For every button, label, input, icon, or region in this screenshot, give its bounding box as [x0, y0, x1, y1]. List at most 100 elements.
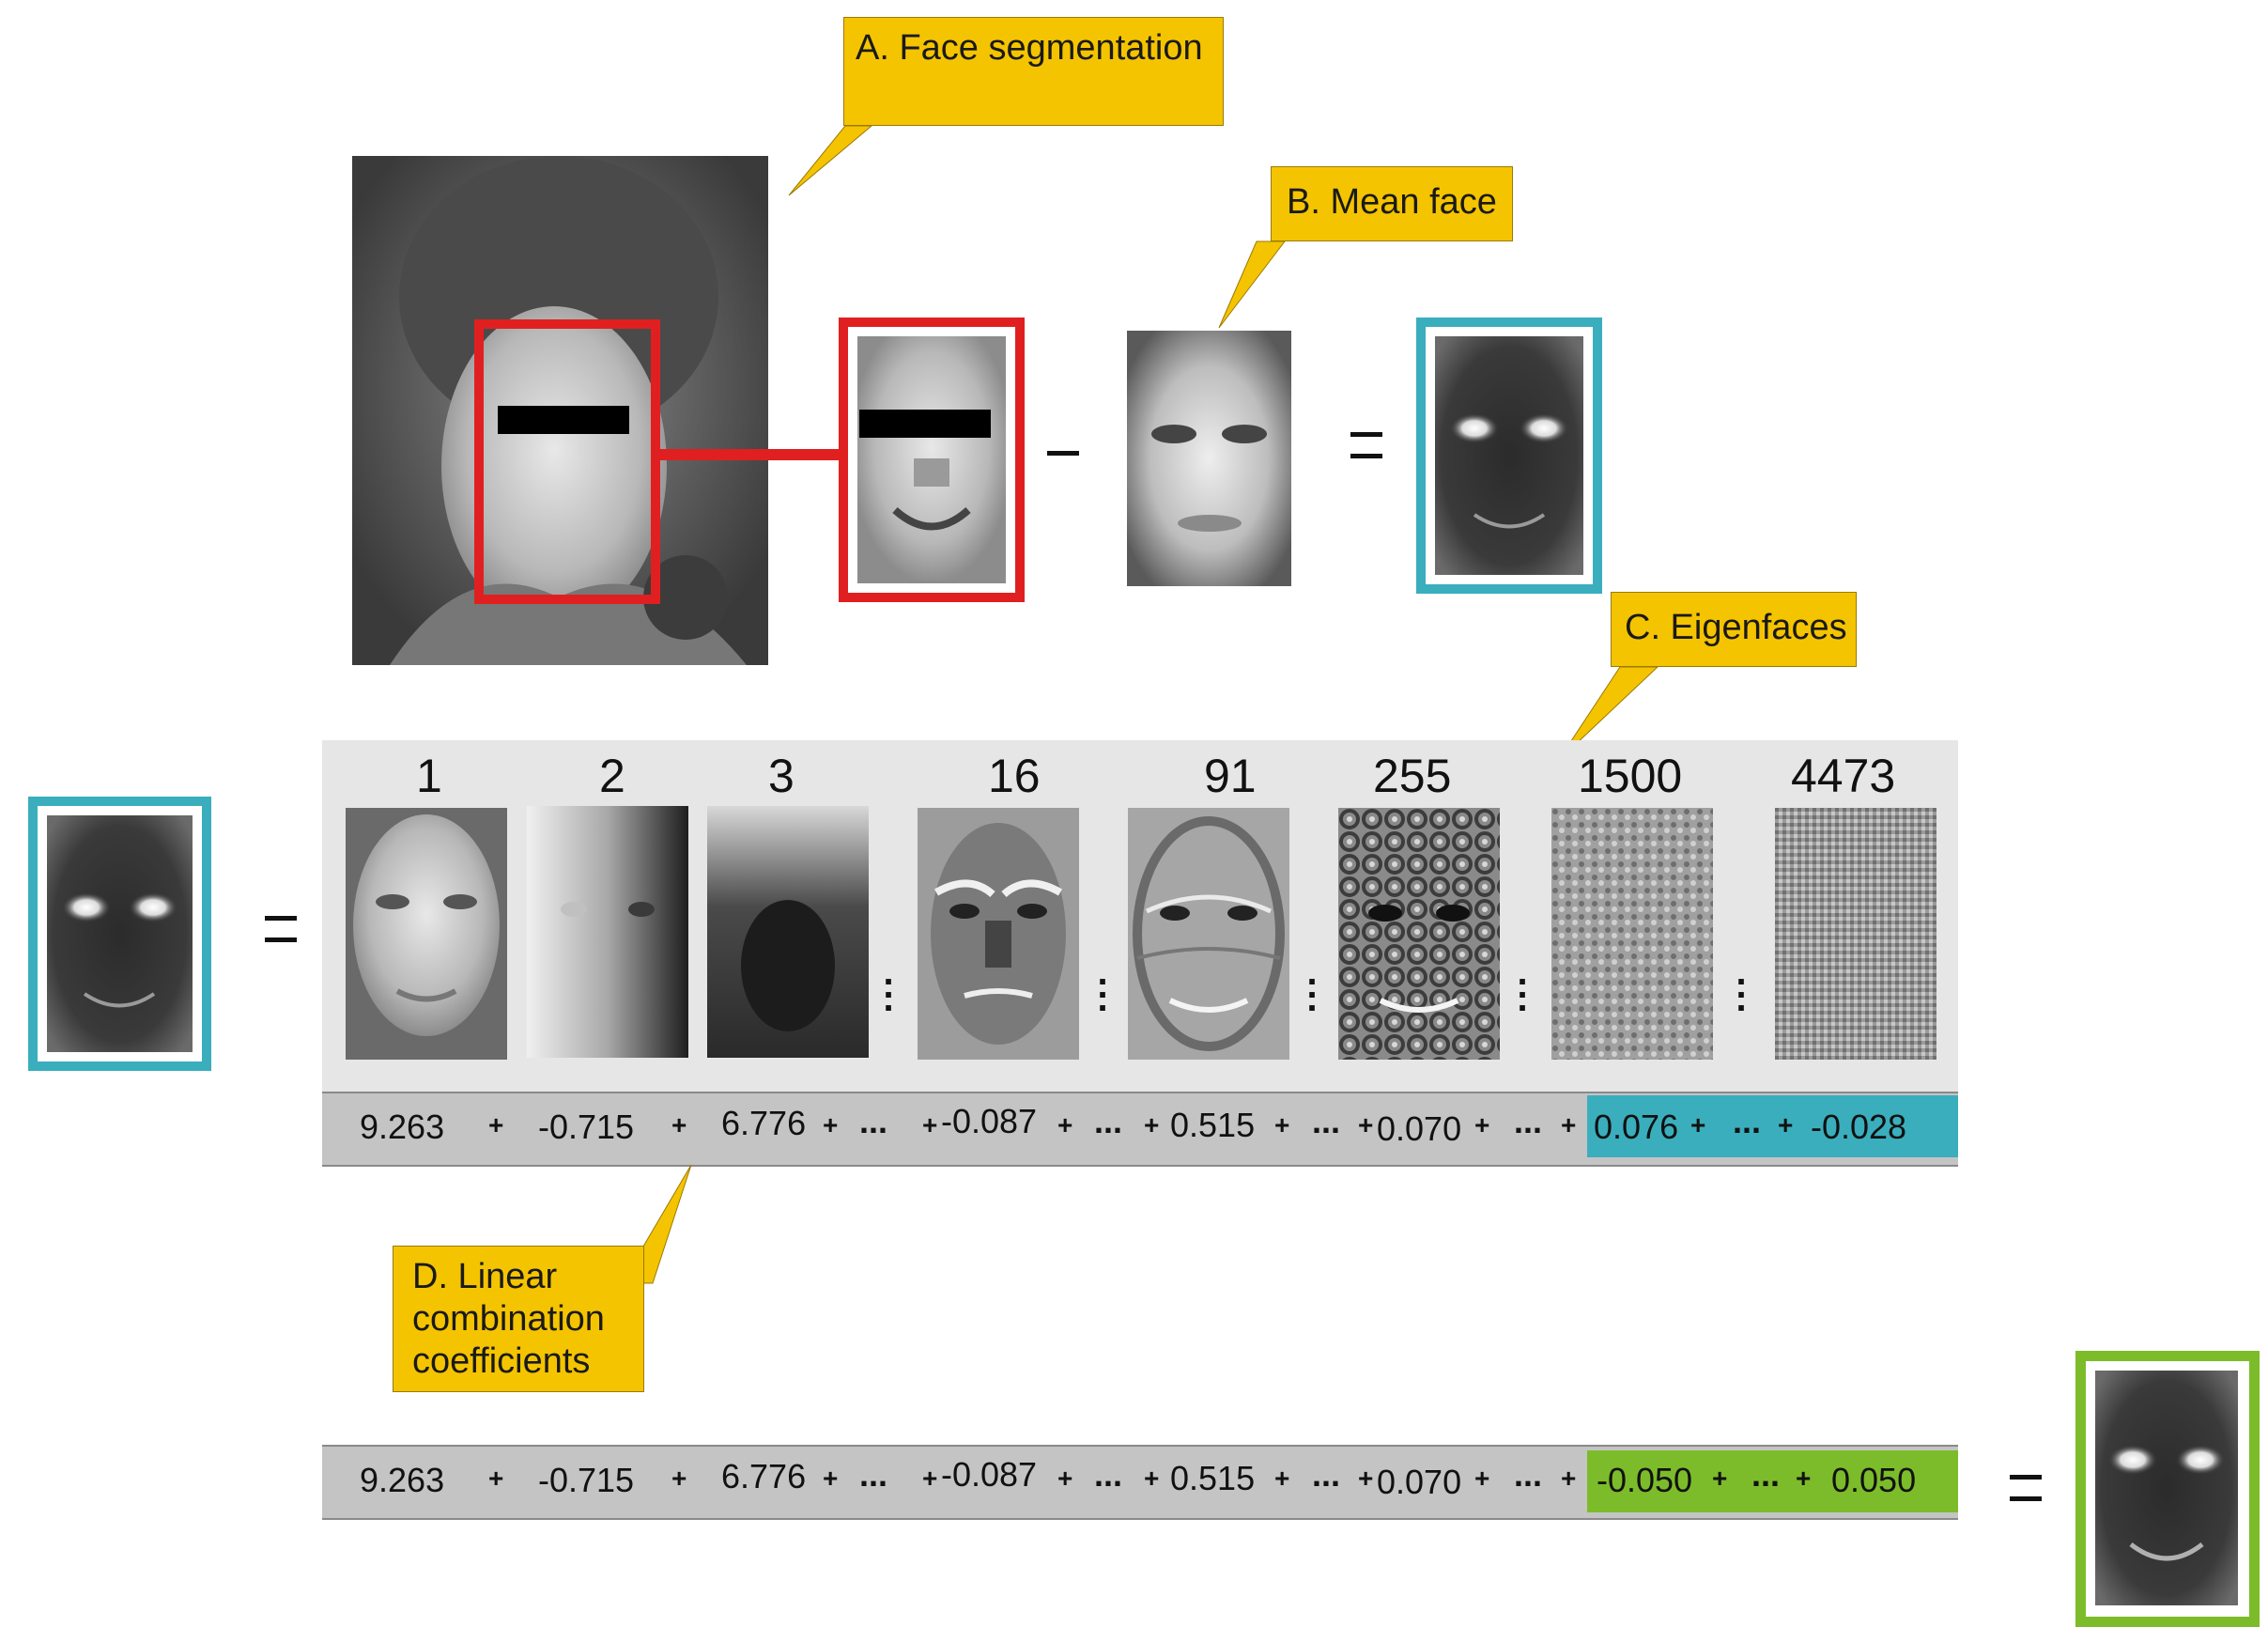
ellipsis-dots: ... — [1097, 952, 1108, 1019]
eigenface-index: 3 — [768, 750, 795, 802]
callout-eigenfaces-pointer — [1557, 666, 1659, 762]
eigenface-index: 1500 — [1578, 750, 1683, 802]
ellipsis: ... — [1751, 1455, 1781, 1494]
callout-mean-face-pointer — [1218, 240, 1287, 329]
plus-sign: + — [1057, 1110, 1073, 1139]
eigenface-image — [1775, 808, 1936, 1060]
coefficient-value: 9.263 — [360, 1461, 445, 1499]
plus-sign: + — [1358, 1110, 1374, 1139]
plus-sign: + — [1796, 1464, 1812, 1493]
eigenface-image — [707, 806, 869, 1058]
privacy-bar — [498, 406, 629, 434]
callout-mean-face-text: B. Mean face — [1287, 182, 1497, 222]
callout-mean-face: B. Mean face — [1271, 166, 1513, 241]
coefficient-value: 6.776 — [721, 1104, 807, 1142]
coefficient-value: -0.087 — [941, 1455, 1038, 1494]
plus-sign: + — [1561, 1464, 1577, 1493]
plus-sign: + — [1358, 1464, 1374, 1493]
callout-face-segmentation: A. Face segmentation — [843, 17, 1224, 126]
ellipsis-dots: ... — [1736, 952, 1747, 1019]
ellipsis: ... — [1514, 1102, 1543, 1140]
ellipsis-dots: ... — [883, 952, 894, 1019]
plus-sign: + — [671, 1464, 687, 1493]
privacy-bar-segmented — [859, 410, 991, 438]
plus-sign: + — [1712, 1464, 1728, 1493]
reconstructed-face — [2095, 1371, 2238, 1605]
eigenface-image — [1338, 808, 1500, 1060]
callout-linear-coefficients-text: D. Linear combination coefficients — [412, 1257, 605, 1381]
segmentation-connector — [655, 449, 840, 460]
ellipsis: ... — [1514, 1455, 1543, 1494]
eigenface-image — [527, 806, 688, 1058]
coefficient-value: 0.076 — [1594, 1108, 1679, 1146]
normalized-face-left — [47, 815, 193, 1052]
coefficient-value: -0.715 — [538, 1108, 635, 1146]
callout-eigenfaces: C. Eigenfaces — [1611, 592, 1857, 667]
plus-sign: + — [1274, 1110, 1290, 1139]
eigenface-index: 1 — [416, 750, 442, 802]
ellipsis-dots: ... — [1306, 952, 1318, 1019]
plus-sign: + — [823, 1110, 839, 1139]
callout-face-segmentation-text: A. Face segmentation — [856, 28, 1203, 68]
segmentation-box — [474, 319, 660, 604]
coefficients-row-1-highlight — [1587, 1095, 1958, 1157]
ellipsis-dots: ... — [1517, 952, 1528, 1019]
plus-sign: + — [1474, 1464, 1490, 1493]
eigenface-index: 16 — [988, 750, 1041, 802]
coefficient-value: -0.050 — [1597, 1461, 1693, 1499]
plus-sign: + — [823, 1464, 839, 1493]
eigenface-image — [1128, 808, 1289, 1060]
ellipsis: ... — [859, 1455, 888, 1494]
eigenface-image — [1551, 808, 1713, 1060]
eigenface-index: 255 — [1373, 750, 1452, 802]
eigenface-image — [918, 808, 1079, 1060]
ellipsis: ... — [1733, 1102, 1762, 1140]
plus-sign: + — [1778, 1110, 1794, 1139]
plus-sign: + — [1057, 1464, 1073, 1493]
plus-sign: + — [1561, 1110, 1577, 1139]
eigenface-image — [346, 808, 507, 1060]
plus-sign: + — [488, 1464, 504, 1493]
plus-sign: + — [922, 1110, 938, 1139]
equals-sign-3 — [2010, 1475, 2042, 1518]
plus-sign: + — [488, 1110, 504, 1139]
reconstructed-face-frame — [2075, 1351, 2260, 1627]
normalized-face — [1435, 336, 1583, 575]
normalized-face-frame-left — [28, 797, 211, 1071]
coefficients-row-2-highlight — [1587, 1450, 1958, 1512]
mean-face — [1127, 331, 1291, 586]
coefficient-value: 9.263 — [360, 1108, 445, 1146]
segmented-face — [857, 336, 1006, 583]
equals-sign-1 — [1350, 432, 1382, 475]
eigenface-index: 4473 — [1791, 750, 1896, 802]
coefficient-value: 0.515 — [1170, 1106, 1256, 1144]
plus-sign: + — [922, 1464, 938, 1493]
face-photo — [352, 156, 768, 665]
coefficient-value: -0.087 — [941, 1102, 1038, 1140]
normalized-face-frame — [1416, 318, 1602, 594]
coefficient-value: 6.776 — [721, 1457, 807, 1495]
plus-sign: + — [671, 1110, 687, 1139]
coefficient-value: -0.028 — [1811, 1108, 1907, 1146]
coefficient-value: 0.070 — [1377, 1109, 1462, 1148]
callout-eigenfaces-text: C. Eigenfaces — [1625, 608, 1847, 647]
minus-sign — [1047, 451, 1079, 473]
plus-sign: + — [1144, 1110, 1160, 1139]
ellipsis: ... — [859, 1102, 888, 1140]
eigenface-index: 2 — [599, 750, 625, 802]
segmented-face-frame — [839, 318, 1025, 602]
plus-sign: + — [1274, 1464, 1290, 1493]
coefficient-value: 0.050 — [1831, 1461, 1917, 1499]
plus-sign: + — [1690, 1110, 1706, 1139]
callout-face-segmentation-pointer — [788, 125, 873, 196]
plus-sign: + — [1474, 1110, 1490, 1139]
coefficient-value: 0.070 — [1377, 1463, 1462, 1501]
ellipsis: ... — [1094, 1102, 1123, 1140]
ellipsis: ... — [1312, 1102, 1341, 1140]
equals-sign-2 — [265, 916, 297, 959]
coefficient-value: -0.715 — [538, 1461, 635, 1499]
eigenface-index: 91 — [1204, 750, 1257, 802]
plus-sign: + — [1144, 1464, 1160, 1493]
coefficient-value: 0.515 — [1170, 1459, 1256, 1497]
ellipsis: ... — [1094, 1455, 1123, 1494]
